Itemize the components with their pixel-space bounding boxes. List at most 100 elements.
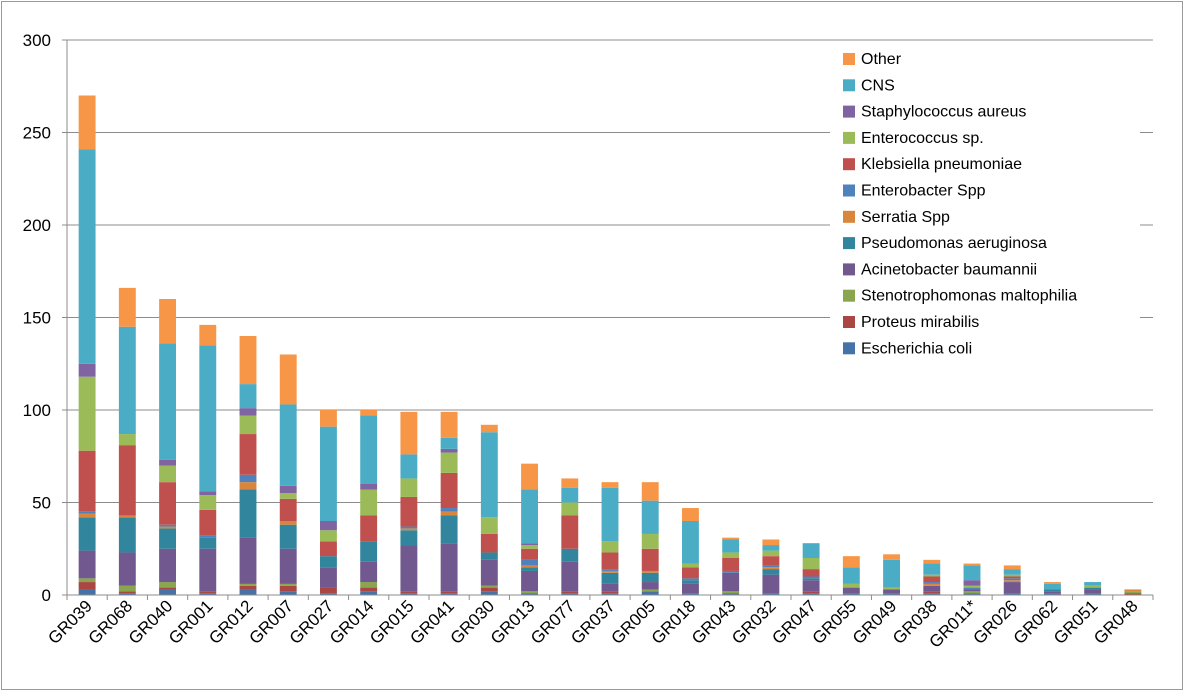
bar-segment — [279, 493, 297, 499]
legend-swatch — [843, 210, 855, 223]
bar-segment — [521, 565, 539, 568]
bar-segment — [118, 434, 136, 446]
x-tick-label: GR055 — [809, 596, 861, 648]
bar-segment — [601, 569, 619, 571]
bar-segment — [199, 491, 217, 496]
bar-segment — [118, 585, 136, 592]
bar-segment — [199, 535, 217, 538]
bar-segment — [802, 543, 820, 558]
bar-segment — [521, 559, 539, 566]
bar-segment — [360, 489, 378, 516]
bar-segment — [641, 548, 659, 571]
bar-segment — [1003, 593, 1021, 595]
bar-segment — [78, 363, 96, 377]
legend-swatch — [843, 237, 855, 250]
bar-segment — [480, 591, 498, 595]
bar-segment — [561, 487, 579, 503]
bar-segment — [199, 537, 217, 549]
bar-segment — [319, 530, 337, 542]
bar-segment — [78, 550, 96, 579]
legend-swatch — [843, 158, 855, 171]
bar-segment — [1124, 591, 1142, 594]
bar-segment — [360, 561, 378, 583]
bar-segment — [561, 561, 579, 592]
bar-segment — [1124, 593, 1142, 595]
bar-segment — [681, 580, 699, 584]
x-tick-label: GR077 — [527, 596, 579, 648]
bar-segment — [762, 593, 780, 595]
y-tick-label: 50 — [32, 494, 51, 513]
bar-segment — [1043, 582, 1061, 584]
bar-segment — [199, 345, 217, 492]
bar-segment — [440, 511, 458, 516]
bar-segment — [159, 587, 177, 590]
bar-segment — [762, 565, 780, 568]
x-tick-label: GR014 — [326, 596, 378, 648]
bar-segment — [681, 521, 699, 564]
y-tick-label: 250 — [23, 124, 51, 143]
bar-segment — [681, 563, 699, 568]
bar-segment — [239, 482, 257, 490]
bar-segment — [199, 509, 217, 536]
bar-segment — [319, 426, 337, 521]
bar-segment — [923, 591, 941, 594]
bar-segment — [802, 591, 820, 594]
legend-label: Stenotrophomonas maltophilia — [861, 288, 1077, 305]
bar-segment — [722, 593, 740, 595]
bar-segment — [118, 445, 136, 516]
bar-segment — [963, 591, 981, 594]
bar-segment — [722, 570, 740, 573]
bar-segment — [722, 572, 740, 592]
bar-segment — [722, 558, 740, 571]
legend-background — [830, 42, 1140, 366]
bar-segment — [601, 591, 619, 594]
x-tick-label: GR039 — [44, 596, 96, 648]
bar-segment — [923, 585, 941, 592]
bar-segment — [641, 500, 659, 534]
bar-segment — [883, 589, 901, 594]
y-tick-label: 0 — [42, 586, 51, 605]
legend-swatch — [843, 342, 855, 355]
bar-segment — [601, 482, 619, 488]
bar-segment — [561, 548, 579, 562]
bar-segment — [360, 587, 378, 592]
bar-segment — [159, 482, 177, 525]
bar-segment — [641, 582, 659, 590]
bar-segment — [1084, 589, 1102, 594]
bar-segment — [842, 587, 860, 594]
bar-segment — [963, 580, 981, 586]
bar-segment — [1124, 589, 1142, 592]
legend-swatch — [843, 79, 855, 92]
x-tick-label: GR015 — [366, 596, 418, 648]
bar-segment — [923, 583, 941, 586]
bar-segment — [159, 548, 177, 583]
bar-segment — [521, 463, 539, 490]
bar-segment — [681, 508, 699, 521]
bar-segment — [601, 593, 619, 595]
bar-segment — [118, 552, 136, 586]
bar-segment — [1003, 578, 1021, 581]
bar-segment — [722, 539, 740, 553]
bar-segment — [842, 556, 860, 568]
bar-segment — [1043, 589, 1061, 592]
bar-segment — [319, 593, 337, 595]
bar-segment — [963, 585, 981, 588]
bar-segment — [279, 498, 297, 521]
bar-segment — [400, 478, 418, 497]
bar-segment — [923, 559, 941, 564]
bar-segment — [360, 591, 378, 595]
bar-segment — [279, 485, 297, 494]
bar-segment — [440, 452, 458, 473]
legend: Other CNS Staphylococcus aureus Enterococcu… — [830, 42, 1140, 366]
bar-segment — [963, 593, 981, 595]
bar-segment — [561, 478, 579, 488]
bar-segment — [360, 410, 378, 416]
bar-segment — [480, 432, 498, 518]
bar-segment — [480, 552, 498, 560]
bar-segment — [601, 570, 619, 573]
bar-segment — [1084, 582, 1102, 586]
bar-segment — [118, 591, 136, 594]
bar-segment — [521, 570, 539, 592]
bar-segment — [440, 437, 458, 449]
